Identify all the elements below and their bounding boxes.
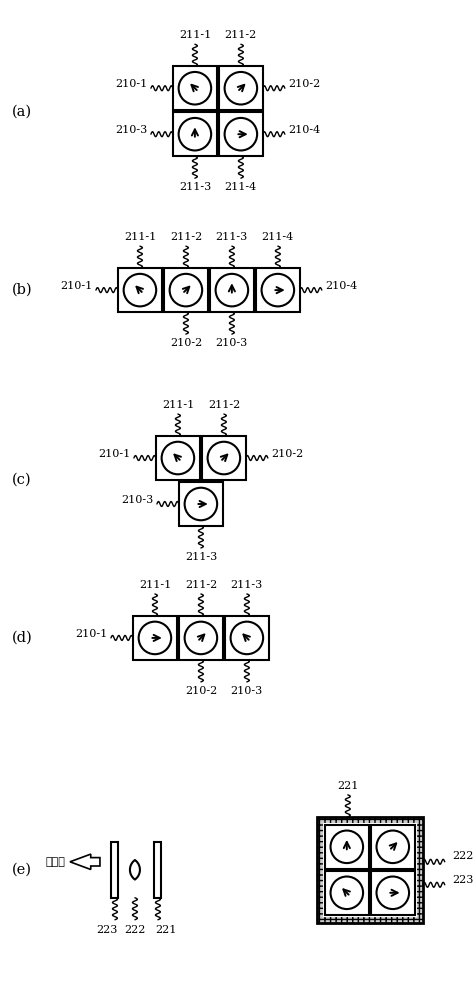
Circle shape <box>139 622 171 654</box>
Text: (d): (d) <box>11 631 32 645</box>
Text: 211-3: 211-3 <box>185 552 217 562</box>
Bar <box>133 616 177 660</box>
Bar <box>202 436 246 480</box>
Text: (a): (a) <box>12 104 32 118</box>
Bar <box>179 616 223 660</box>
Bar <box>371 825 415 869</box>
Bar <box>154 842 162 898</box>
Text: 222: 222 <box>452 851 474 861</box>
Circle shape <box>377 877 409 909</box>
Circle shape <box>331 831 363 863</box>
Circle shape <box>262 274 294 306</box>
Text: 211-2: 211-2 <box>208 400 240 410</box>
Text: 210-3: 210-3 <box>231 686 263 696</box>
Bar <box>118 268 162 312</box>
Circle shape <box>185 488 217 520</box>
Text: 210-3: 210-3 <box>115 125 147 135</box>
Text: 211-1: 211-1 <box>139 580 171 590</box>
Text: 221: 221 <box>155 925 177 935</box>
Bar <box>173 112 217 156</box>
Bar <box>225 616 269 660</box>
Text: 221: 221 <box>337 781 359 791</box>
Text: 222: 222 <box>124 925 146 935</box>
Text: 211-4: 211-4 <box>262 232 294 242</box>
Bar <box>317 817 423 923</box>
Circle shape <box>124 274 156 306</box>
Text: 210-2: 210-2 <box>170 338 202 348</box>
Circle shape <box>162 442 194 474</box>
Text: 211-3: 211-3 <box>231 580 263 590</box>
Polygon shape <box>70 854 100 869</box>
Text: 223: 223 <box>452 875 474 885</box>
Text: 210-1: 210-1 <box>60 281 92 291</box>
Bar <box>323 823 417 917</box>
Text: 211-2: 211-2 <box>185 580 217 590</box>
Text: 211-1: 211-1 <box>124 232 156 242</box>
Text: 210-1: 210-1 <box>115 79 147 89</box>
Bar <box>112 842 118 898</box>
Text: 210-2: 210-2 <box>272 449 304 459</box>
Bar <box>256 268 300 312</box>
Text: 211-3: 211-3 <box>179 182 211 192</box>
Text: 211-4: 211-4 <box>225 182 257 192</box>
Text: 210-3: 210-3 <box>121 495 153 505</box>
Bar <box>164 268 208 312</box>
Circle shape <box>185 622 217 654</box>
Circle shape <box>179 118 211 150</box>
Text: 210-4: 210-4 <box>326 281 358 291</box>
Bar <box>325 871 369 915</box>
Text: 対象光: 対象光 <box>45 857 65 867</box>
Bar <box>173 66 217 110</box>
Text: (e): (e) <box>12 863 32 877</box>
Bar <box>325 825 369 869</box>
Text: 210-1: 210-1 <box>75 629 107 639</box>
Text: 210-2: 210-2 <box>289 79 321 89</box>
Text: 223: 223 <box>96 925 118 935</box>
Text: 210-4: 210-4 <box>289 125 321 135</box>
Bar <box>156 436 200 480</box>
Bar <box>210 268 254 312</box>
Text: 210-2: 210-2 <box>185 686 217 696</box>
Text: 211-3: 211-3 <box>216 232 248 242</box>
Text: 210-3: 210-3 <box>216 338 248 348</box>
Circle shape <box>170 274 202 306</box>
Circle shape <box>225 72 257 104</box>
Circle shape <box>208 442 240 474</box>
Bar <box>219 112 263 156</box>
Bar <box>371 871 415 915</box>
Text: (c): (c) <box>12 473 32 487</box>
Circle shape <box>216 274 248 306</box>
Text: 211-2: 211-2 <box>225 30 257 40</box>
Text: 210-1: 210-1 <box>98 449 130 459</box>
Text: 211-1: 211-1 <box>162 400 194 410</box>
Bar <box>179 482 223 526</box>
Text: (b): (b) <box>12 283 32 297</box>
Circle shape <box>230 622 263 654</box>
Text: 211-2: 211-2 <box>170 232 202 242</box>
Circle shape <box>331 877 363 909</box>
Text: 211-1: 211-1 <box>179 30 211 40</box>
Circle shape <box>225 118 257 150</box>
Circle shape <box>179 72 211 104</box>
Bar <box>219 66 263 110</box>
Circle shape <box>377 831 409 863</box>
